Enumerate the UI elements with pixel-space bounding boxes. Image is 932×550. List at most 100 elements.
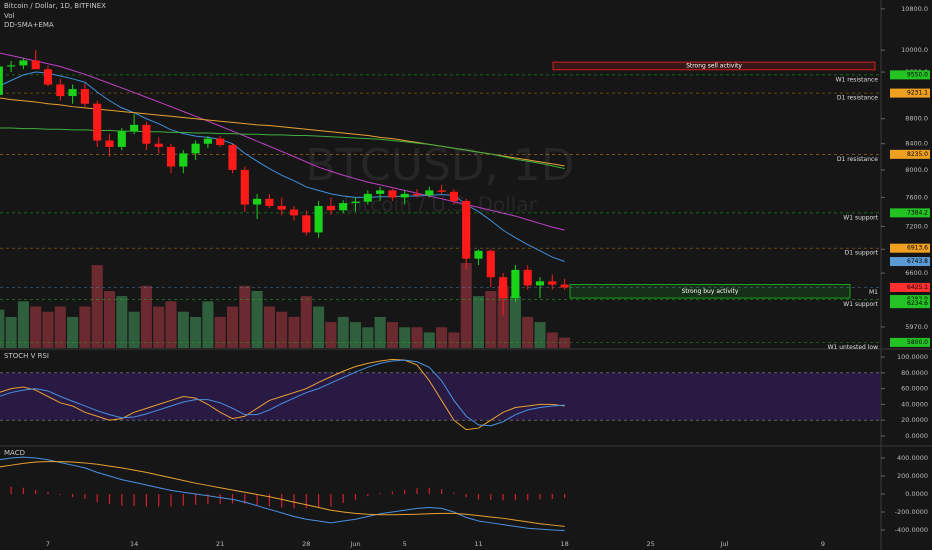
volume-bar bbox=[337, 316, 349, 348]
candle-body bbox=[277, 205, 286, 210]
price-tag-label: 6234.6 bbox=[907, 300, 928, 307]
volume-bar bbox=[497, 285, 509, 348]
candle-body bbox=[130, 124, 139, 132]
candle-body bbox=[535, 281, 545, 286]
volume-bar bbox=[239, 285, 251, 348]
x-tick-label: 7 bbox=[46, 540, 50, 548]
candle-body bbox=[511, 269, 520, 299]
histogram-bar bbox=[551, 493, 553, 499]
candle-body bbox=[31, 60, 40, 70]
level-tag bbox=[890, 149, 930, 159]
y-tick-label: 10800.0 bbox=[901, 5, 928, 13]
x-tick-label: Jun bbox=[349, 540, 360, 548]
volume-bar bbox=[374, 316, 386, 348]
y-tick-label: 8000.0 bbox=[905, 166, 928, 174]
volume-bar bbox=[386, 322, 398, 348]
volume-bar bbox=[559, 337, 571, 348]
histogram-bar bbox=[404, 489, 406, 494]
histogram-bar bbox=[477, 493, 480, 500]
volume-bar bbox=[288, 316, 300, 348]
histogram-bar bbox=[416, 488, 418, 494]
volume-bar bbox=[399, 327, 411, 348]
y-tick-label: 7200.0 bbox=[905, 222, 928, 230]
histogram-bar bbox=[22, 487, 24, 494]
volume-bar bbox=[423, 332, 435, 348]
volume-bar bbox=[190, 316, 202, 348]
histogram-bar bbox=[121, 493, 123, 506]
chart-title: Bitcoin / Dollar, 1D, BITFINEX bbox=[4, 2, 106, 10]
histogram-bar bbox=[35, 489, 37, 494]
volume-bar bbox=[140, 285, 152, 348]
band-fill bbox=[0, 372, 880, 421]
histogram-bar bbox=[514, 493, 516, 501]
volume-bar bbox=[534, 322, 546, 348]
volume-bar bbox=[325, 322, 337, 348]
histogram-bar bbox=[72, 493, 74, 498]
candle-body bbox=[486, 250, 495, 278]
zone-label: Strong buy activity bbox=[682, 288, 739, 295]
volume-bar bbox=[103, 290, 116, 348]
candle-body bbox=[462, 200, 471, 259]
candle-body bbox=[289, 209, 299, 216]
histogram-bar bbox=[453, 492, 455, 494]
volume-bar bbox=[42, 311, 54, 348]
volume-bar bbox=[91, 265, 103, 348]
histogram-bar bbox=[158, 493, 160, 507]
histogram-bar bbox=[342, 493, 344, 504]
candle-body bbox=[216, 138, 225, 145]
histogram-bar bbox=[428, 487, 430, 494]
histogram-bar bbox=[195, 493, 197, 505]
x-tick-label: 18 bbox=[560, 540, 568, 548]
zone bbox=[552, 61, 876, 71]
volume-bar bbox=[5, 316, 17, 348]
y-tick-label: 20.0000 bbox=[901, 416, 928, 424]
volume-bar bbox=[313, 306, 325, 348]
candle-body bbox=[7, 65, 16, 67]
y-tick-label: 8800.0 bbox=[905, 115, 928, 123]
histogram-bar bbox=[170, 493, 172, 507]
volume-bar bbox=[30, 306, 42, 348]
volume-bar bbox=[509, 296, 521, 348]
level-name: D1 resistance bbox=[837, 156, 878, 163]
candle-body bbox=[68, 89, 77, 97]
candle-body bbox=[523, 269, 532, 286]
zone bbox=[569, 284, 851, 299]
level-name: W1 support bbox=[843, 301, 878, 308]
volume-bar bbox=[448, 332, 460, 348]
level-tag bbox=[890, 88, 930, 98]
panel-title: MACD bbox=[4, 449, 25, 457]
candle-body bbox=[351, 201, 360, 204]
panel-title: STOCH V RSI bbox=[4, 352, 49, 360]
y-tick-label: 0.0000 bbox=[905, 490, 928, 498]
candle-body bbox=[19, 60, 28, 66]
level-tag-label: 7384.2 bbox=[907, 209, 928, 216]
volume-bar bbox=[226, 306, 239, 348]
histogram-bar bbox=[268, 493, 270, 507]
price-tag-label: 6743.8 bbox=[907, 258, 928, 265]
x-tick-label: 14 bbox=[130, 540, 138, 548]
histogram-bar bbox=[305, 493, 307, 509]
candle-body bbox=[117, 131, 126, 147]
histogram-bar bbox=[354, 493, 357, 500]
indicator-line bbox=[0, 456, 565, 531]
x-tick-label: 9 bbox=[821, 540, 825, 548]
level-name: D1 resistance bbox=[837, 95, 878, 102]
price-tag bbox=[890, 257, 930, 267]
volume-bar bbox=[546, 332, 558, 348]
candle-body bbox=[449, 191, 458, 201]
candle-body bbox=[412, 193, 422, 196]
plot-area bbox=[0, 50, 880, 531]
candle-body bbox=[499, 277, 508, 299]
indicator-line bbox=[0, 52, 565, 231]
volume-bar bbox=[153, 306, 165, 348]
candle-body bbox=[166, 146, 176, 167]
histogram-bar bbox=[84, 493, 86, 499]
level-tag-label: 8235.0 bbox=[907, 151, 928, 158]
candle-body bbox=[376, 190, 385, 194]
candle-body bbox=[191, 143, 200, 154]
histogram-bar bbox=[10, 486, 12, 494]
histogram-bar bbox=[527, 493, 529, 501]
volume-bar bbox=[362, 327, 374, 348]
histogram-bar bbox=[502, 493, 504, 501]
candle-body bbox=[93, 103, 102, 141]
